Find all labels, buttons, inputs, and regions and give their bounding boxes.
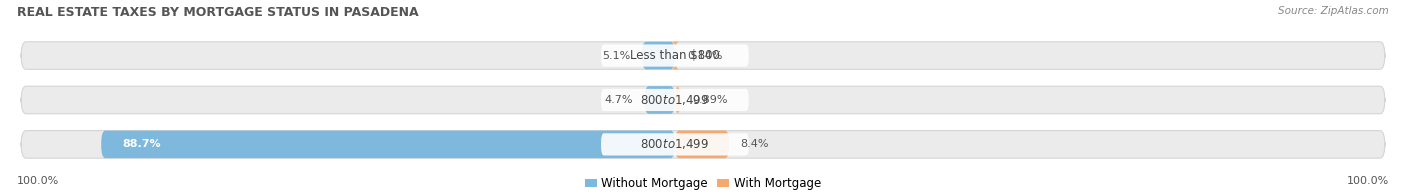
FancyBboxPatch shape [21,42,1385,69]
Text: 100.0%: 100.0% [1347,176,1389,186]
FancyBboxPatch shape [675,131,730,158]
Text: 88.7%: 88.7% [122,139,160,149]
FancyBboxPatch shape [101,131,675,158]
FancyBboxPatch shape [672,42,679,69]
Text: REAL ESTATE TAXES BY MORTGAGE STATUS IN PASADENA: REAL ESTATE TAXES BY MORTGAGE STATUS IN … [17,6,419,19]
FancyBboxPatch shape [602,133,749,155]
Text: 100.0%: 100.0% [17,176,59,186]
Text: 5.1%: 5.1% [602,51,631,61]
Text: 0.89%: 0.89% [692,95,727,105]
FancyBboxPatch shape [643,42,675,69]
FancyBboxPatch shape [21,131,1385,158]
FancyBboxPatch shape [644,86,675,114]
FancyBboxPatch shape [675,86,681,114]
Text: 4.7%: 4.7% [605,95,633,105]
FancyBboxPatch shape [21,86,1385,114]
Text: 8.4%: 8.4% [741,139,769,149]
Text: 0.14%: 0.14% [688,51,723,61]
Text: $800 to $1,499: $800 to $1,499 [640,137,710,151]
Text: Source: ZipAtlas.com: Source: ZipAtlas.com [1278,6,1389,16]
Text: Less than $800: Less than $800 [630,49,720,62]
FancyBboxPatch shape [602,44,749,67]
FancyBboxPatch shape [602,89,749,111]
Text: $800 to $1,499: $800 to $1,499 [640,93,710,107]
Legend: Without Mortgage, With Mortgage: Without Mortgage, With Mortgage [585,177,821,190]
